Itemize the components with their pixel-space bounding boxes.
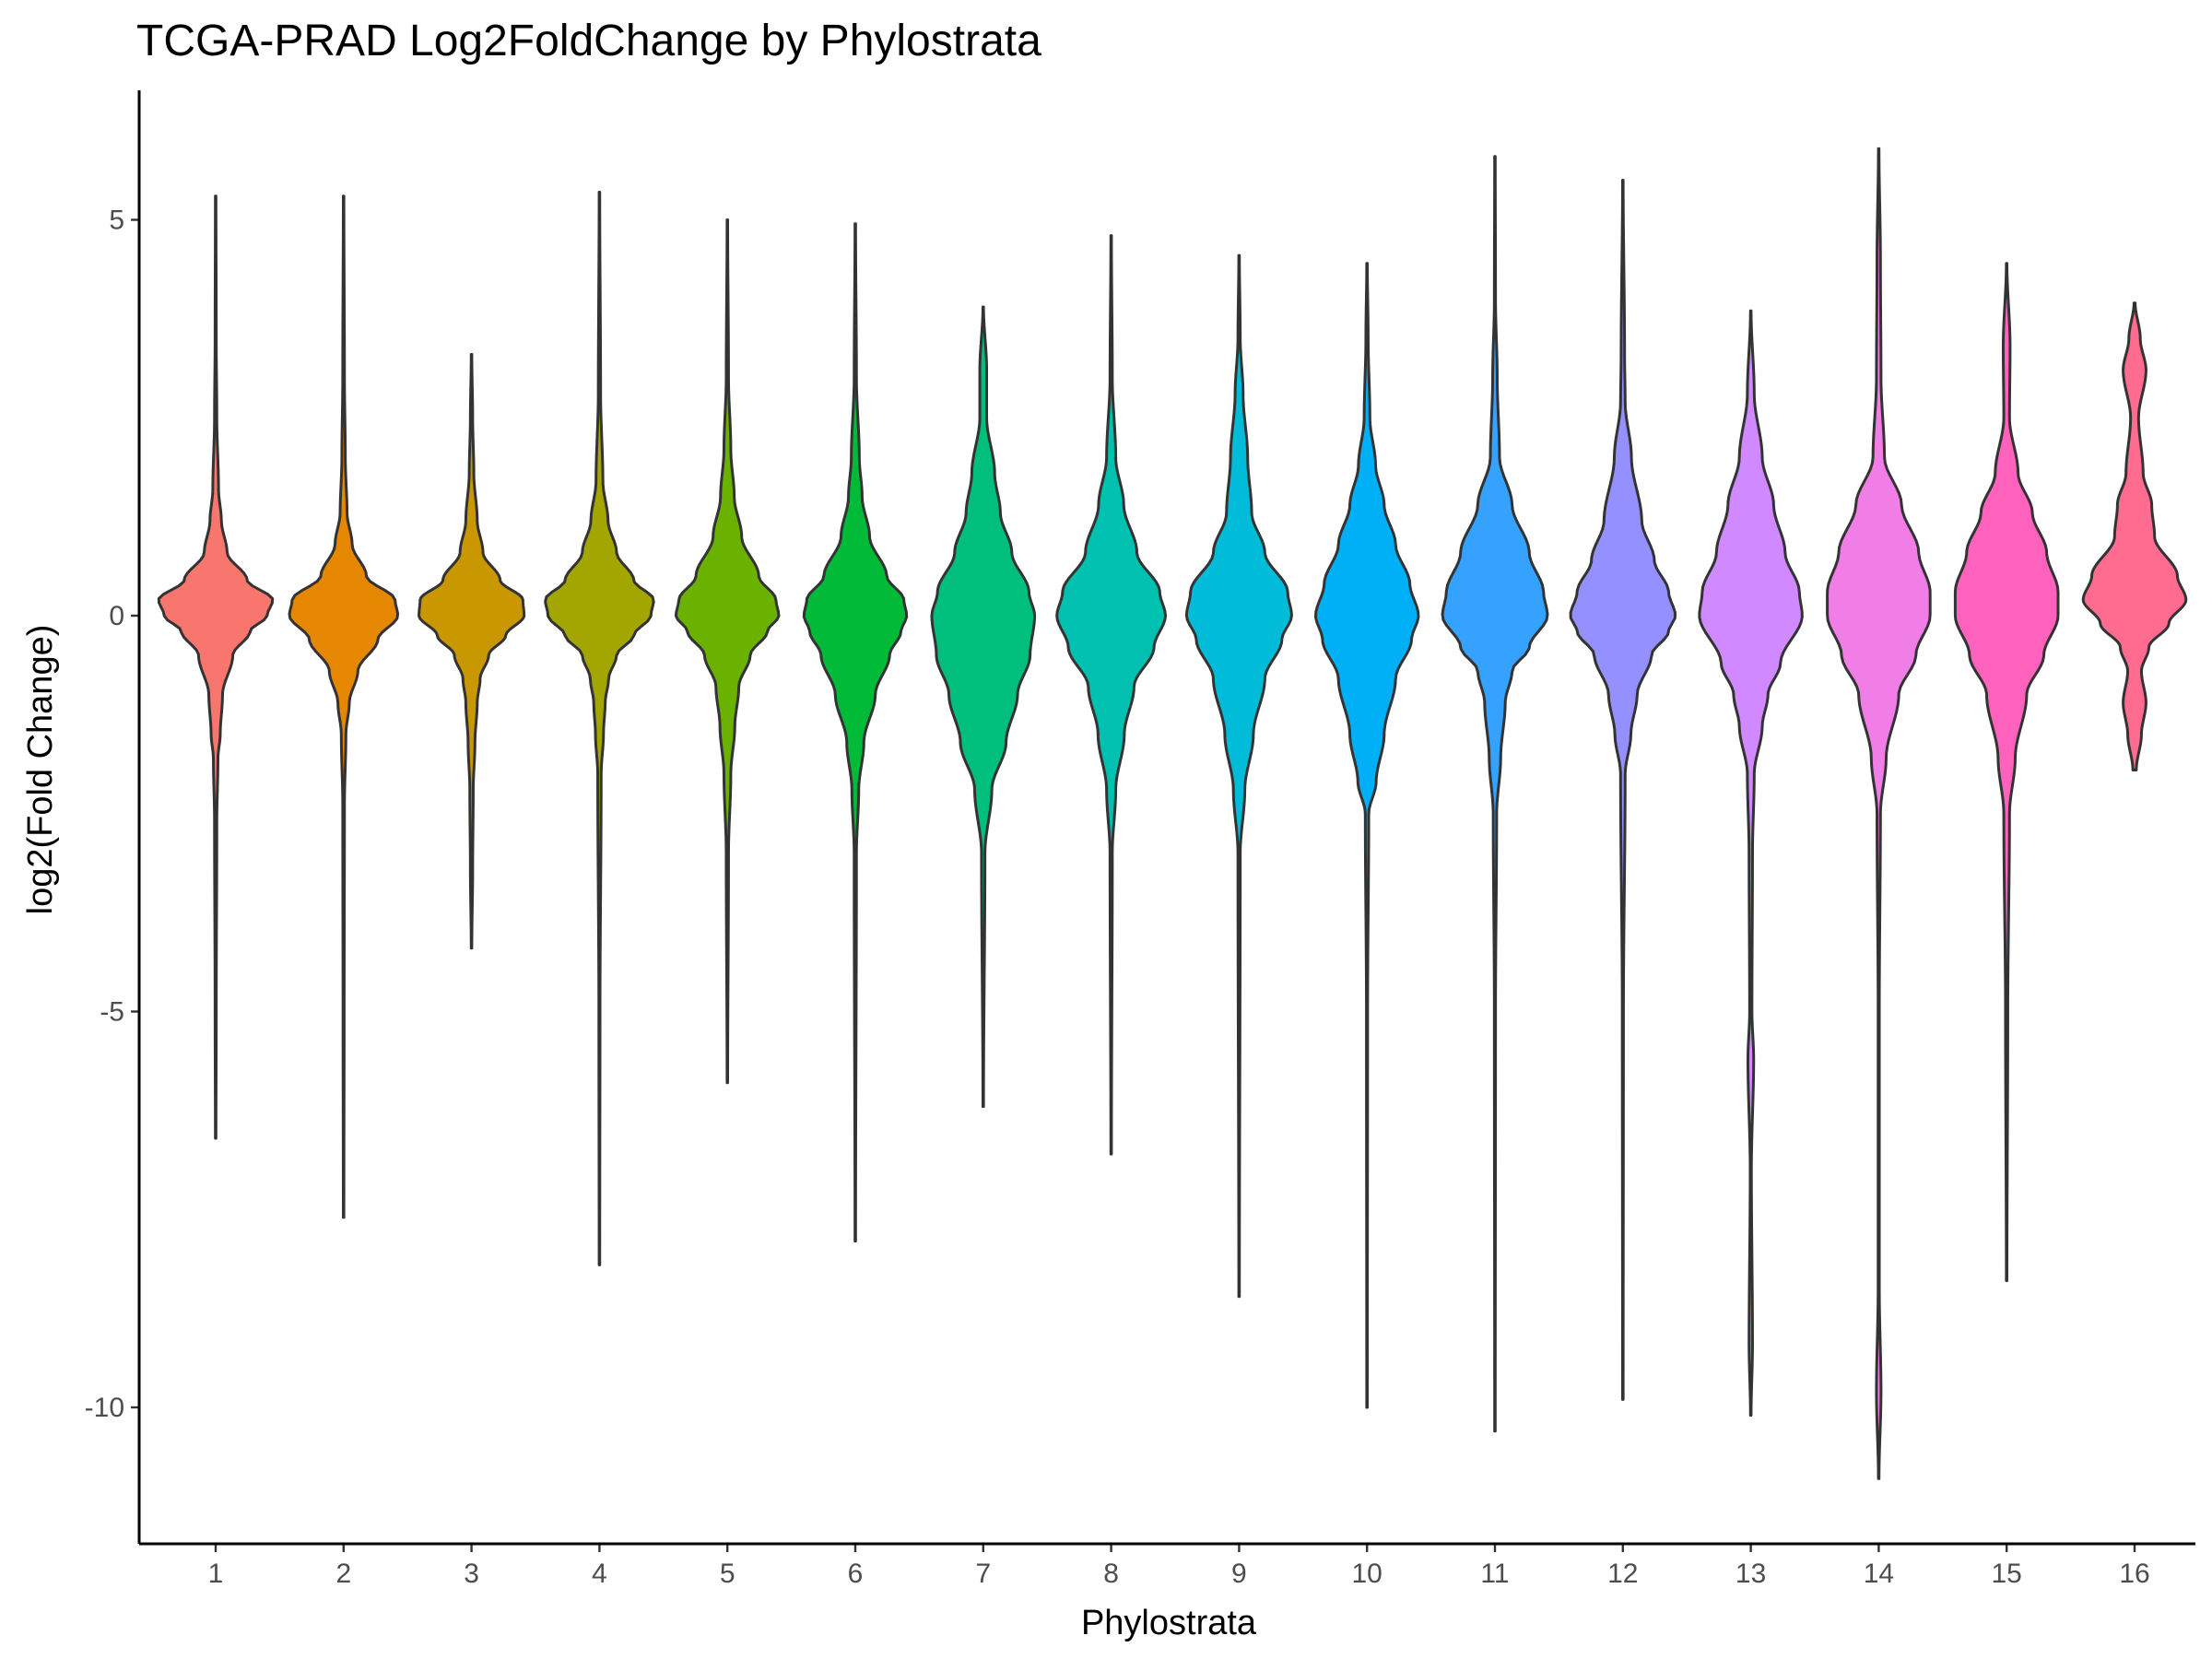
- violin-phylostrata-13: [1698, 309, 1804, 1418]
- x-tick-label: 5: [720, 1559, 735, 1589]
- violin-phylostrata-2: [288, 194, 400, 1219]
- violin-phylostrata-6: [802, 222, 909, 1243]
- violin-phylostrata-8: [1055, 234, 1167, 1156]
- x-tick-label: 10: [1352, 1559, 1382, 1589]
- violin-phylostrata-5: [674, 218, 781, 1085]
- y-axis-label: log2(Fold Change): [21, 625, 60, 915]
- violin-phylostrata-3: [418, 353, 526, 950]
- x-tick-label: 2: [335, 1559, 351, 1589]
- y-axis-ticks: 5 0 -5 -10: [85, 206, 139, 1423]
- violin-phylostrata-16: [2081, 301, 2188, 771]
- y-tick-label: 5: [109, 206, 124, 236]
- violin-phylostrata-1: [157, 194, 275, 1140]
- violin-phylostrata-10: [1313, 262, 1420, 1409]
- x-tick-label: 6: [848, 1559, 864, 1589]
- violin-phylostrata-12: [1569, 179, 1677, 1401]
- x-tick-label: 3: [464, 1559, 479, 1589]
- x-tick-label: 16: [2119, 1559, 2149, 1589]
- violin-phylostrata-9: [1184, 253, 1293, 1299]
- x-tick-label: 1: [208, 1559, 224, 1589]
- x-axis-ticks: 1 2 3 4 5 6 7 8 9 10 11 12 13 14 15 16: [208, 1544, 2150, 1589]
- y-tick-label: -10: [85, 1393, 124, 1423]
- x-tick-label: 12: [1607, 1559, 1638, 1589]
- violin-phylostrata-7: [930, 305, 1037, 1109]
- x-tick-label: 11: [1480, 1559, 1509, 1589]
- x-axis-label: Phylostrata: [1081, 1604, 1257, 1642]
- x-tick-label: 14: [1864, 1559, 1894, 1589]
- x-tick-label: 7: [975, 1559, 991, 1589]
- x-tick-label: 13: [1735, 1559, 1766, 1589]
- violin-phylostrata-15: [1953, 262, 2060, 1283]
- x-tick-label: 9: [1231, 1559, 1247, 1589]
- x-tick-label: 4: [592, 1559, 607, 1589]
- x-tick-label: 8: [1103, 1559, 1119, 1589]
- violin-phylostrata-4: [544, 190, 655, 1266]
- y-tick-label: -5: [100, 997, 124, 1028]
- y-tick-label: 0: [109, 601, 124, 631]
- violin-group: [157, 147, 2188, 1480]
- chart-title: TCGA-PRAD Log2FoldChange by Phylostrata: [136, 17, 1041, 65]
- violin-phylostrata-11: [1441, 155, 1549, 1433]
- x-tick-label: 15: [1992, 1559, 2022, 1589]
- violin-phylostrata-14: [1826, 147, 1932, 1480]
